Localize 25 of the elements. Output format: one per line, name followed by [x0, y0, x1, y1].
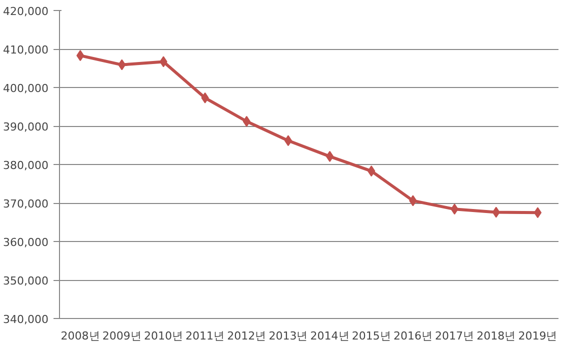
y-tick-label: 380,000 — [3, 159, 49, 172]
y-tick-label: 350,000 — [3, 274, 49, 288]
x-tick-label: 2012년 — [227, 330, 266, 342]
y-tick-label: 400,000 — [3, 82, 49, 95]
point — [284, 135, 292, 146]
x-tick-label: 2017년 — [435, 330, 474, 342]
y-tick-label: 420,000 — [3, 5, 49, 18]
x-tick-label: 2018년 — [476, 330, 516, 342]
y-tick-label: 410,000 — [3, 44, 49, 56]
x-tick-label: 2015년 — [352, 330, 391, 342]
y-tick-label: 390,000 — [3, 120, 49, 134]
point — [534, 207, 542, 218]
y-tick-label: 360,000 — [3, 236, 49, 249]
y-tick-label: 370,000 — [3, 198, 49, 210]
x-tick-label: 2011년 — [186, 330, 225, 342]
x-tick-label: 2013년 — [268, 330, 308, 342]
x-tick-label: 2008년 — [60, 330, 100, 342]
x-tick-label: 2010년 — [144, 330, 183, 342]
point — [326, 150, 334, 162]
x-tick-label: 2014년 — [310, 330, 350, 342]
point — [76, 50, 84, 62]
y-tick-label: 340,000 — [3, 313, 49, 326]
x-tick-label: 2009년 — [102, 330, 142, 342]
x-tick-label: 2019년 — [518, 330, 558, 342]
x-tick-label: 2016년 — [393, 330, 432, 342]
